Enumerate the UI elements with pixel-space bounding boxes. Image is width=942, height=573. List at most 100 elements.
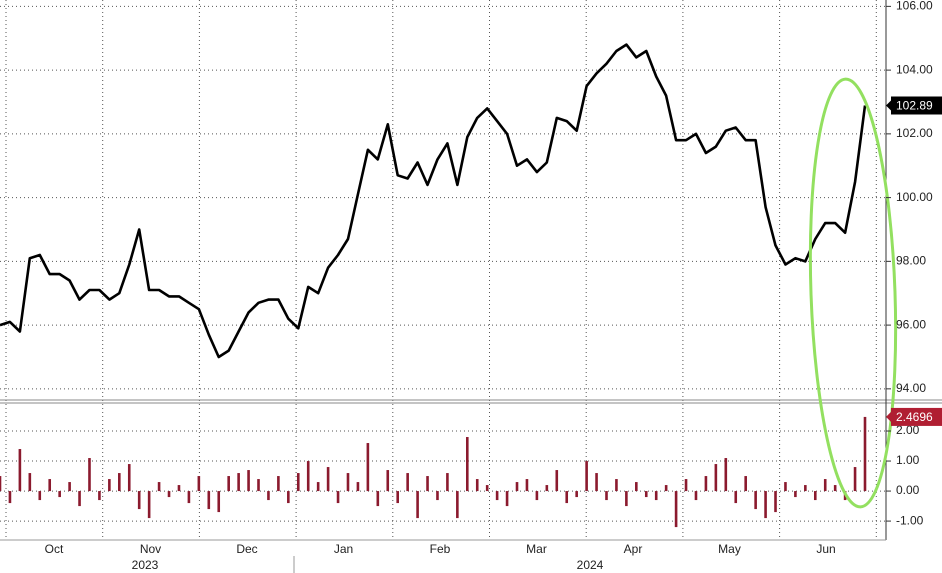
bar	[823, 479, 827, 492]
bar	[615, 479, 618, 492]
x-tick-label: Mar	[526, 542, 547, 556]
bar	[247, 470, 250, 492]
bar	[127, 464, 131, 492]
bar	[644, 491, 648, 498]
bar	[575, 491, 578, 498]
bar	[813, 491, 817, 501]
year-label: 2024	[577, 558, 604, 572]
bar	[734, 491, 738, 504]
last-value-tag	[891, 96, 942, 115]
bar	[98, 491, 101, 501]
bar	[654, 491, 658, 501]
bar	[356, 482, 360, 492]
last-value-label: 2.4696	[896, 410, 933, 424]
x-tick-label: Jun	[816, 542, 835, 556]
bar	[475, 479, 479, 492]
bar	[316, 482, 320, 492]
bar	[605, 491, 608, 501]
bar	[306, 461, 310, 492]
bar	[88, 458, 91, 492]
y-tick-label: -1.00	[896, 513, 924, 527]
y-tick-label: 102.00	[896, 126, 933, 140]
bar	[187, 491, 191, 504]
price-line	[0, 43, 867, 359]
bar	[456, 491, 459, 519]
bar	[426, 476, 429, 492]
bar	[754, 491, 757, 510]
bar	[714, 464, 718, 492]
year-label: 2023	[132, 558, 159, 572]
bar	[545, 485, 549, 492]
y-tick-label: 106.00	[896, 0, 933, 13]
bar	[227, 476, 230, 492]
y-tick-label: 2.00	[896, 423, 920, 437]
last-value-tag	[891, 407, 942, 426]
x-tick-label: Nov	[140, 542, 161, 556]
bar	[664, 485, 668, 492]
bar	[863, 416, 867, 492]
last-value-label: 102.89	[896, 99, 933, 113]
bar	[386, 470, 390, 492]
bar	[684, 479, 688, 492]
x-tick-label: May	[718, 542, 741, 556]
bar	[635, 482, 638, 492]
bar	[217, 491, 221, 513]
y-tick-label: 94.00	[896, 381, 926, 395]
bar	[147, 491, 151, 519]
bar	[505, 491, 509, 507]
y-tick-label: 100.00	[896, 190, 933, 204]
y-tick-label: 98.00	[896, 254, 926, 268]
bar	[744, 476, 747, 492]
bar	[585, 461, 588, 492]
last-value-pointer	[886, 99, 892, 112]
bar	[277, 476, 280, 492]
bar	[157, 482, 161, 492]
bar	[326, 467, 330, 492]
bar	[38, 491, 42, 501]
bar	[48, 479, 52, 492]
x-tick-label: Feb	[430, 542, 451, 556]
y-tick-label: 0.00	[896, 483, 920, 497]
x-tick-label: Apr	[624, 542, 643, 556]
x-tick-label: Jan	[334, 542, 353, 556]
bar	[108, 479, 111, 492]
bar	[764, 491, 767, 519]
bar	[784, 482, 787, 492]
bar	[416, 491, 419, 519]
bar	[406, 473, 409, 492]
bar	[485, 485, 489, 492]
bar	[376, 491, 380, 507]
bar	[257, 479, 260, 492]
bar	[78, 491, 81, 507]
bar	[794, 491, 797, 498]
bar	[853, 467, 857, 492]
bar	[167, 491, 171, 498]
bar	[515, 482, 519, 492]
bar	[565, 491, 569, 504]
bar	[495, 491, 499, 501]
bar	[177, 485, 181, 492]
bar	[287, 491, 290, 504]
bar	[18, 449, 22, 492]
bar	[446, 473, 449, 492]
bar	[595, 473, 598, 492]
bar	[336, 491, 340, 504]
bar	[296, 473, 300, 492]
bar	[366, 443, 370, 492]
bar	[0, 476, 2, 492]
bar	[28, 473, 32, 492]
bar	[436, 491, 439, 501]
bar	[833, 485, 837, 492]
bar	[465, 437, 469, 492]
x-tick-label: Oct	[45, 542, 64, 556]
marks-layer	[0, 43, 867, 528]
bar	[118, 473, 121, 492]
bar	[68, 482, 71, 492]
bar	[137, 491, 141, 510]
bar	[525, 479, 529, 492]
x-tick-label: Dec	[236, 542, 257, 556]
bar	[346, 473, 350, 492]
bar	[396, 491, 400, 504]
